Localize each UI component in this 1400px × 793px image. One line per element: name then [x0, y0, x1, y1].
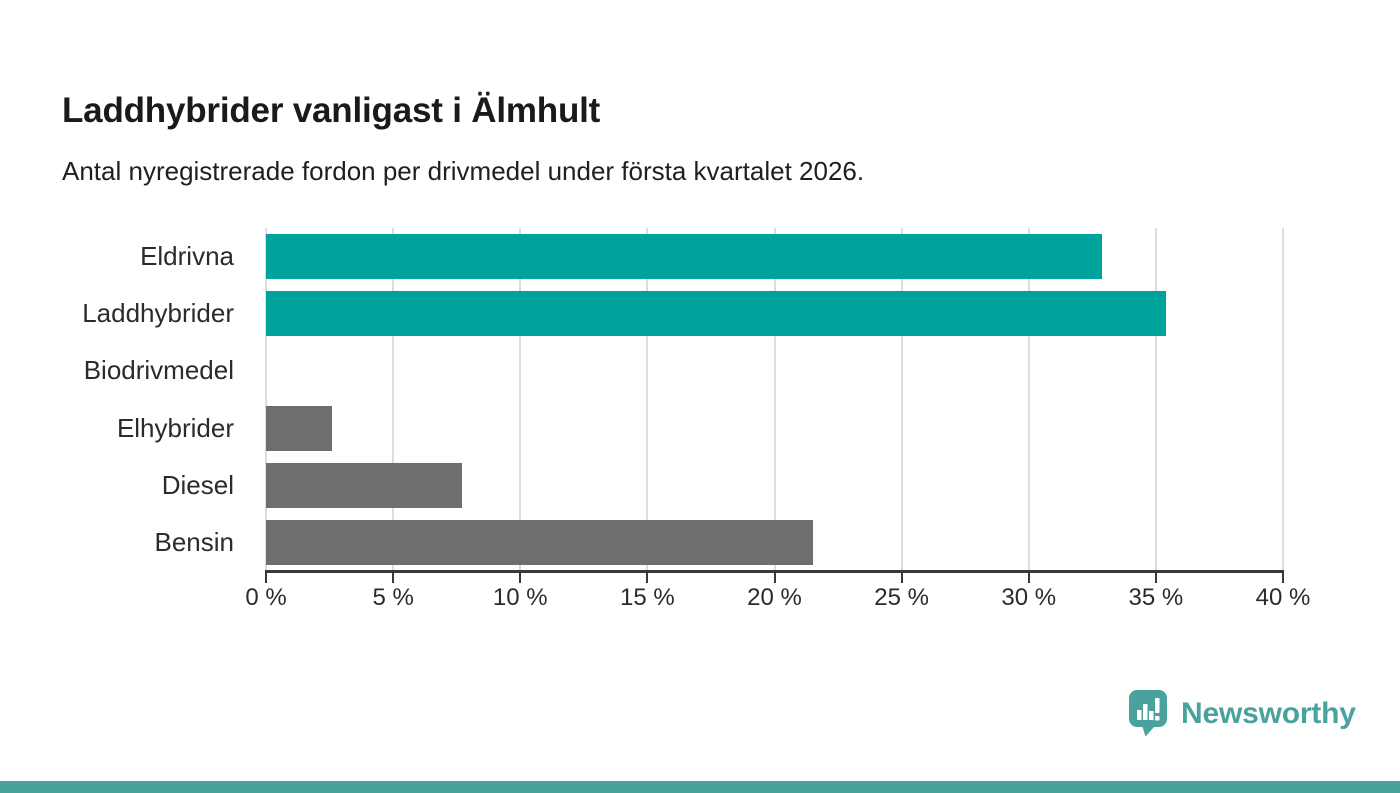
gridline-30pct — [1027, 228, 1030, 571]
chart-subtitle: Antal nyregistrerade fordon per drivmede… — [62, 156, 865, 186]
x-tick-30 — [1027, 573, 1030, 583]
category-label-diesel: Diesel — [161, 469, 234, 500]
bar-laddhybrider — [266, 291, 1167, 337]
x-tick-40 — [1282, 573, 1284, 583]
x-tick-5 — [392, 573, 395, 583]
plot-area — [265, 228, 1284, 571]
x-tick-label-30: 30 % — [1001, 584, 1057, 611]
category-label-laddhybrider: Laddhybrider — [82, 298, 234, 329]
x-tick-0 — [265, 573, 267, 583]
gridline-0pct — [265, 228, 267, 571]
x-tick-label-10: 10 % — [492, 584, 548, 611]
bar-elhybrider — [266, 405, 333, 451]
gridline-10pct — [519, 228, 522, 571]
x-tick-15 — [646, 573, 649, 583]
gridline-20pct — [773, 228, 776, 571]
category-label-biodrivmedel: Biodrivmedel — [83, 355, 234, 386]
chart-title: Laddhybrider vanligast i Älmhult — [62, 91, 601, 131]
x-tick-25 — [900, 573, 903, 583]
x-tick-label-40: 40 % — [1255, 584, 1311, 611]
x-tick-35 — [1154, 573, 1157, 583]
gridline-25pct — [900, 228, 903, 571]
x-tick-label-15: 15 % — [620, 584, 675, 611]
category-axis: Eldrivna Laddhybrider Biodrivmedel Elhybrid… — [0, 228, 250, 571]
x-tick-label-5: 5 % — [372, 584, 414, 611]
newsworthy-logo: Newsworthy — [1129, 690, 1356, 737]
logo-text: Newsworthy — [1181, 696, 1356, 730]
bar-eldrivna — [266, 234, 1103, 280]
x-tick-10 — [519, 573, 522, 583]
category-label-eldrivna: Eldrivna — [140, 241, 234, 272]
bar-bensin — [266, 519, 813, 565]
category-label-bensin: Bensin — [154, 526, 235, 557]
x-tick-label-0: 0 % — [245, 584, 287, 611]
gridline-35pct — [1154, 228, 1157, 571]
category-label-elhybrider: Elhybrider — [116, 412, 234, 443]
x-tick-20 — [773, 573, 776, 583]
x-tick-label-25: 25 % — [874, 584, 929, 611]
gridline-40pct — [1282, 228, 1284, 571]
x-tick-label-35: 35 % — [1128, 584, 1184, 611]
bar-diesel — [266, 462, 462, 508]
x-axis-line — [265, 570, 1284, 573]
gridline-5pct — [392, 228, 395, 571]
x-tick-label-20: 20 % — [747, 584, 802, 611]
bar-chart-speech-bubble-icon — [1129, 690, 1167, 737]
gridline-15pct — [646, 228, 649, 571]
footer-accent-bar — [0, 781, 1400, 793]
